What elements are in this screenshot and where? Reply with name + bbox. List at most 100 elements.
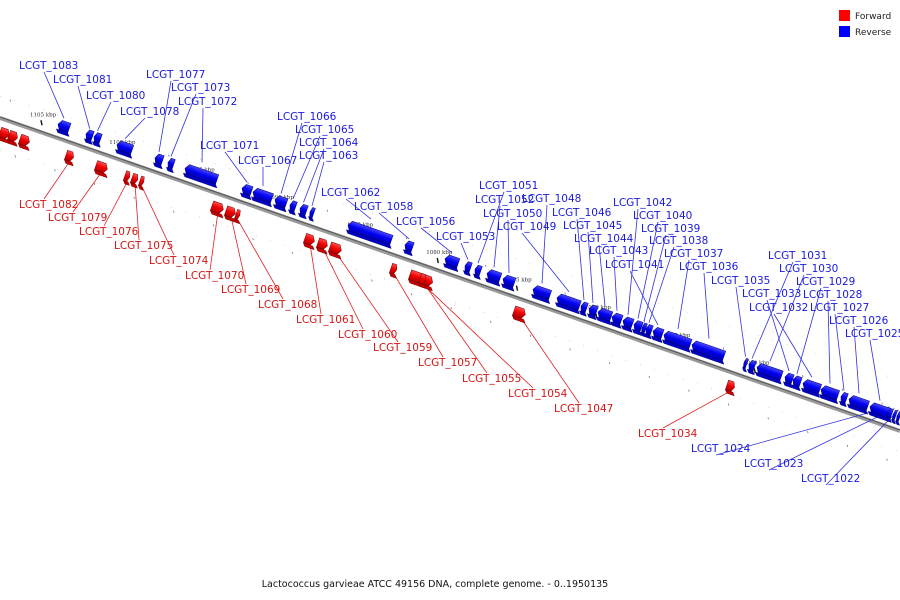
gene-label-LCGT_1073: LCGT_1073 (171, 82, 230, 94)
gene-label-LCGT_1077: LCGT_1077 (146, 69, 205, 81)
leader-line-LCGT_1061 (309, 244, 322, 315)
leader-line-LCGT_1043 (613, 256, 618, 311)
gene-arrow (748, 360, 757, 372)
gene-arrow (389, 262, 397, 275)
gene-arrow (184, 164, 220, 185)
label-leader-lines (43, 71, 899, 486)
gene-feature-LCGT_1027 (839, 392, 849, 408)
leader-line-LCGT_1074 (141, 186, 175, 256)
gene-label-LCGT_1030: LCGT_1030 (779, 263, 838, 275)
gene-label-LCGT_1044: LCGT_1044 (574, 233, 634, 245)
minor-tick-lower (93, 182, 96, 186)
leader-line-LCGT_1027 (834, 313, 845, 391)
leader-line-LCGT_1030 (769, 274, 805, 362)
leader-line-LCGT_1035 (735, 286, 746, 357)
leader-line-LCGT_1055 (421, 280, 488, 374)
gene-feature-LCGT_1035 (742, 358, 749, 373)
leader-line-LCGT_1041 (629, 270, 659, 326)
leader-line-LCGT_1059 (335, 252, 399, 343)
gene-feature-LCGT_1028 (819, 385, 840, 405)
gene-label-LCGT_1038: LCGT_1038 (649, 235, 708, 247)
gene-label-LCGT_1058: LCGT_1058 (354, 201, 413, 213)
gene-feature-LCGT_1032 (801, 379, 822, 398)
leader-line-LCGT_1064 (303, 148, 325, 203)
leader-line-LCGT_1034 (662, 390, 732, 429)
leader-line-LCGT_1031 (751, 261, 794, 359)
gene-feature-LCGT_1034 (725, 379, 735, 397)
gene-arrow (224, 205, 236, 218)
tick-mark (436, 257, 439, 264)
minor-tick-upper (326, 209, 328, 212)
gene-feature-LCGT_1073 (166, 158, 176, 174)
legend: Forward Reverse (839, 10, 892, 38)
gene-label-LCGT_1072: LCGT_1072 (178, 96, 237, 108)
gene-feature-LCGT_1051 (473, 264, 483, 280)
gene-arrow (303, 233, 315, 246)
minor-tick-upper (168, 154, 170, 157)
gene-label-LCGT_1024: LCGT_1024 (691, 443, 751, 455)
tick-label: 1105 kbp (30, 112, 57, 118)
gene-feature-LCGT_1052 (485, 269, 503, 287)
gene-arrow (404, 240, 415, 253)
gene-label-LCGT_1045: LCGT_1045 (563, 220, 622, 232)
minor-tick-upper (445, 250, 447, 254)
gene-label-LCGT_1036: LCGT_1036 (679, 261, 739, 273)
gene-arrow (474, 264, 483, 277)
gene-feature-LCGT_1075 (130, 172, 138, 189)
gene-label-LCGT_1041: LCGT_1041 (605, 259, 664, 271)
gene-arrow (85, 129, 95, 142)
gene-arrow (792, 375, 803, 388)
minor-tick-upper (881, 402, 883, 405)
gene-arrow (742, 358, 749, 369)
gene-feature-LCGT_1059 (328, 241, 342, 260)
leader-line-LCGT_1053 (460, 242, 469, 260)
gene-feature-LCGT_1062 (346, 221, 394, 249)
gene-label-LCGT_1066: LCGT_1066 (277, 111, 337, 123)
gene-feature-LCGT_1058 (403, 240, 415, 257)
gene-feature-LCGT_1048 (531, 285, 552, 304)
minor-tick-lower (609, 362, 611, 365)
minor-tick-lower (688, 389, 690, 392)
minor-tick-lower (490, 320, 492, 323)
gene-arrow (444, 254, 461, 269)
gene-feature-LCGT_1041 (651, 327, 665, 344)
gene-feature-edge-fragment-0 (0, 126, 10, 144)
gene-feature-LCGT_1029 (791, 375, 803, 392)
leader-line-LCGT_1051 (477, 191, 505, 264)
tick-label: 1080 kbp (426, 250, 453, 256)
leader-line-LCGT_1078 (124, 117, 146, 139)
minor-tick-lower (807, 430, 809, 434)
lower-guide-track (0, 149, 900, 453)
tick-label: 1060 kbp (743, 360, 770, 366)
leader-line-LCGT_1049 (521, 232, 570, 292)
gene-feature-LCGT_1045 (587, 304, 599, 321)
leader-line-LCGT_1039 (643, 234, 667, 322)
gene-arrow (725, 379, 735, 392)
legend-forward-label: Forward (855, 12, 891, 22)
axis-tick-1075: 1075 kbp (506, 278, 532, 291)
axis-tick-1060: 1060 kbp (743, 360, 770, 374)
gene-feature-edge-fragment-1 (7, 130, 18, 147)
axis-tick-1080: 1080 kbp (426, 250, 453, 264)
gene-feature-LCGT_1064 (298, 204, 309, 220)
gene-feature-LCGT_1074 (138, 175, 145, 191)
gene-feature-LCGT_1049 (555, 293, 582, 315)
leader-line-LCGT_1023 (768, 408, 895, 471)
minor-tick-upper (9, 99, 11, 102)
minor-tick-lower (846, 444, 849, 447)
gene-arrow (556, 293, 582, 311)
gene-arrow (663, 330, 693, 350)
gene-feature-LCGT_1069 (224, 205, 236, 223)
gene-arrow (130, 172, 138, 185)
gene-label-LCGT_1047: LCGT_1047 (554, 403, 613, 415)
gene-arrow (234, 209, 241, 221)
leader-line-LCGT_1056 (420, 227, 453, 254)
gene-label-LCGT_1033: LCGT_1033 (742, 288, 801, 300)
gene-arrow (622, 316, 635, 329)
minor-tick-upper (604, 306, 606, 309)
gene-feature-edge-fragment-2 (18, 133, 30, 151)
gene-label-LCGT_1025: LCGT_1025 (845, 328, 900, 340)
gene-arrow (891, 409, 898, 421)
minor-tick-lower (292, 251, 294, 255)
